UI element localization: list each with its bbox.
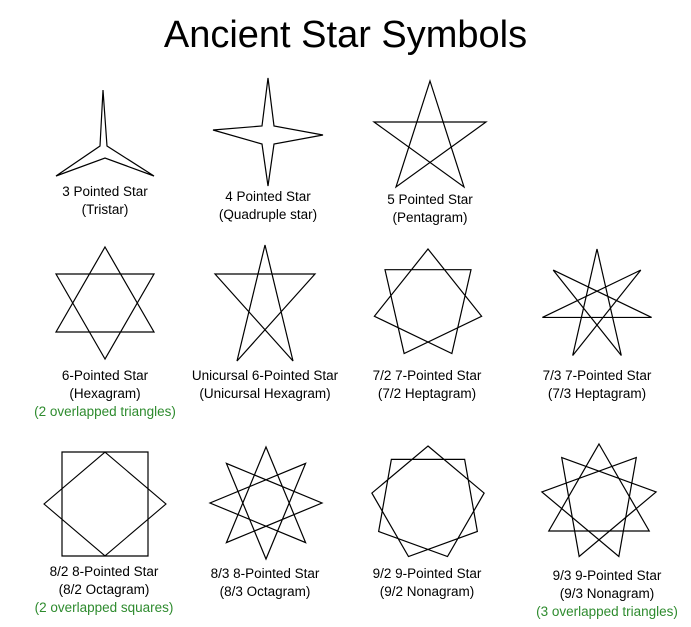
octagram-8-3-alt-name: (8/3 Octagram): [219, 584, 311, 599]
octagram-8-3-caption: 8/3 8-Pointed Star (8/3 Octagram): [165, 565, 365, 601]
tristar-name: 3 Pointed Star: [62, 184, 148, 199]
hexagram-symbol: [54, 245, 156, 361]
heptagram-7-2-name: 7/2 7-Pointed Star: [372, 368, 482, 383]
nonagram-9-2-symbol: [370, 445, 486, 560]
heptagram-7-3-caption: 7/3 7-Pointed Star (7/3 Heptagram): [497, 367, 691, 403]
octagram-8-2-note: (2 overlapped squares): [34, 600, 174, 615]
hexagram-caption: 6-Pointed Star (Hexagram) (2 overlapped …: [5, 367, 205, 421]
pentagram-symbol: [372, 79, 488, 189]
heptagram-7-3-name: 7/3 7-Pointed Star: [542, 368, 652, 383]
octagram-8-2-alt-name: (8/2 Octagram): [58, 582, 150, 597]
quadruple-star-alt-name: (Quadruple star): [218, 207, 318, 222]
heptagram-7-2-alt-name: (7/2 Heptagram): [377, 386, 477, 401]
unicursal-hexagram-name: Unicursal 6-Pointed Star: [191, 368, 339, 383]
unicursal-hexagram-caption: Unicursal 6-Pointed Star (Unicursal Hexa…: [165, 367, 365, 403]
nonagram-9-2-name: 9/2 9-Pointed Star: [372, 566, 482, 581]
tristar-symbol: [55, 88, 155, 180]
pentagram-name: 5 Pointed Star: [387, 192, 473, 207]
heptagram-7-3-alt-name: (7/3 Heptagram): [547, 386, 647, 401]
hexagram-name: 6-Pointed Star: [61, 368, 149, 383]
quadruple-star-symbol: [212, 77, 324, 187]
quadruple-star-caption: 4 Pointed Star (Quadruple star): [168, 188, 368, 224]
hexagram-alt-name: (Hexagram): [69, 386, 141, 401]
unicursal-hexagram-symbol: [213, 244, 317, 362]
nonagram-9-3-name: 9/3 9-Pointed Star: [552, 568, 662, 583]
heptagram-7-2-symbol: [372, 248, 484, 360]
hexagram-note: (2 overlapped triangles): [34, 404, 176, 419]
nonagram-9-2-alt-name: (9/2 Nonagram): [379, 584, 475, 599]
octagram-8-2-name: 8/2 8-Pointed Star: [49, 564, 159, 579]
nonagram-9-3-note: (3 overlapped triangles): [536, 604, 678, 619]
nonagram-9-2-caption: 9/2 9-Pointed Star (9/2 Nonagram): [327, 565, 527, 601]
octagram-8-2-caption: 8/2 8-Pointed Star (8/2 Octagram) (2 ove…: [4, 563, 204, 617]
pentagram-alt-name: (Pentagram): [392, 210, 468, 225]
unicursal-hexagram-alt-name: (Unicursal Hexagram): [199, 386, 331, 401]
page-title: Ancient Star Symbols: [163, 14, 528, 56]
nonagram-9-3-alt-name: (9/3 Nonagram): [559, 586, 655, 601]
nonagram-9-3-symbol: [540, 442, 658, 560]
nonagram-9-3-caption: 9/3 9-Pointed Star (9/3 Nonagram) (3 ove…: [507, 567, 691, 621]
octagram-8-3-name: 8/3 8-Pointed Star: [210, 566, 320, 581]
heptagram-7-3-symbol: [540, 248, 654, 362]
octagram-8-3-symbol: [208, 445, 324, 561]
heptagram-7-2-caption: 7/2 7-Pointed Star (7/2 Heptagram): [327, 367, 527, 403]
octagram-8-2-symbol: [43, 451, 167, 557]
tristar-caption: 3 Pointed Star (Tristar): [5, 183, 205, 219]
quadruple-star-name: 4 Pointed Star: [225, 189, 311, 204]
tristar-alt-name: (Tristar): [81, 202, 129, 217]
pentagram-caption: 5 Pointed Star (Pentagram): [330, 191, 530, 227]
